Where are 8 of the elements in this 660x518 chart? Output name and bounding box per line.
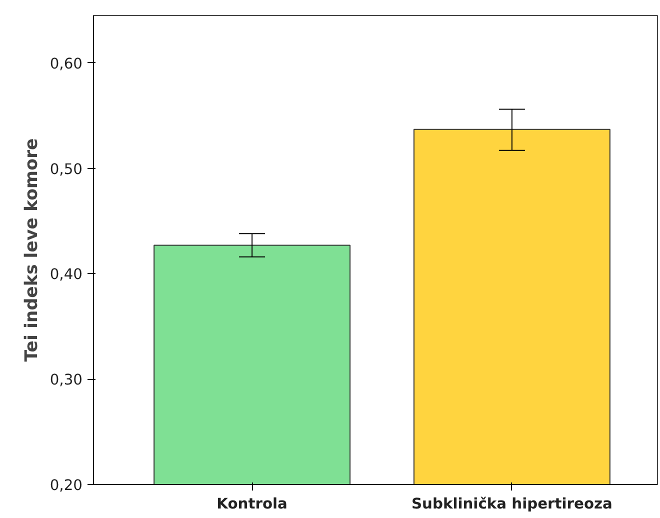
y-tick-label: 0,30 <box>50 372 83 389</box>
y-tick-label: 0,50 <box>50 160 83 178</box>
x-tick-label: Kontrola <box>216 496 288 512</box>
y-axis-title: Tei indeks leve komore <box>22 138 42 362</box>
y-tick-label: 0,60 <box>50 55 83 72</box>
y-tick-label: 0,40 <box>50 266 83 284</box>
x-tick-label: Subklinička hipertireoza <box>411 496 612 512</box>
y-tick-label: 0,20 <box>50 477 83 494</box>
